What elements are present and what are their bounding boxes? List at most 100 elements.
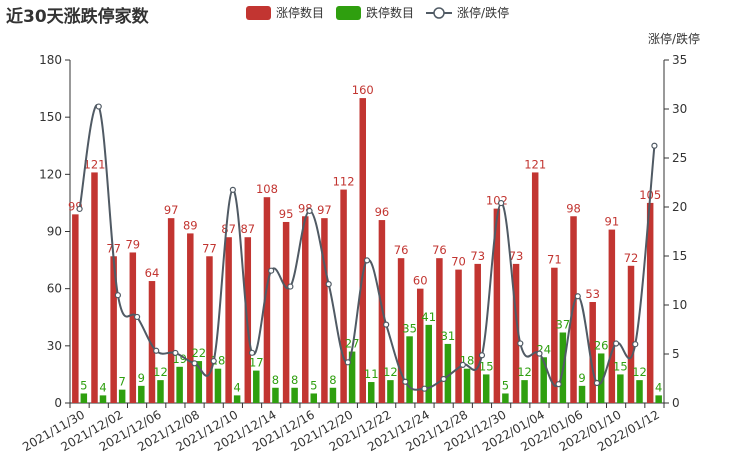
legend-item-limit-up[interactable]: 涨停数目 <box>246 4 324 21</box>
legend-label-ratio: 涨停/跌停 <box>457 6 510 20</box>
bar-limit-up <box>493 208 501 403</box>
bar-limit-up <box>436 258 443 403</box>
bar-limit-up <box>474 263 481 403</box>
ratio-point <box>574 293 581 300</box>
y-left-tick-label: 60 <box>47 282 62 296</box>
bar-limit-up <box>551 267 558 403</box>
bar-label-limit-down: 31 <box>441 329 456 343</box>
ratio-point <box>517 340 524 347</box>
legend-label-limit-up: 涨停数目 <box>276 6 325 20</box>
bar-label-limit-down: 9 <box>138 371 145 385</box>
bar-limit-down <box>540 357 547 403</box>
y-left-tick-label: 180 <box>39 53 62 67</box>
bar-limit-up <box>340 189 347 403</box>
bar-limit-up <box>91 172 98 403</box>
bar-limit-down <box>425 324 432 403</box>
ratio-point <box>651 142 658 149</box>
ratio-point <box>478 352 486 359</box>
legend-swatch-red <box>246 5 271 20</box>
bar-limit-down <box>521 380 528 403</box>
y-left-tick-label: 150 <box>39 110 62 124</box>
y-right-tick-label: 20 <box>672 200 687 214</box>
bar-label-limit-up: 121 <box>84 157 106 171</box>
bar-label-limit-up: 87 <box>240 222 255 236</box>
bar-limit-down <box>157 380 164 403</box>
ratio-point <box>498 199 505 207</box>
bar-label-limit-down: 8 <box>329 373 336 387</box>
bar-label-limit-down: 4 <box>99 380 106 394</box>
bar-label-limit-up: 70 <box>451 255 466 269</box>
bar-label-limit-down: 26 <box>594 338 609 352</box>
bar-label-limit-up: 53 <box>585 287 600 301</box>
bar-limit-down <box>138 385 145 403</box>
bar-label-limit-down: 41 <box>421 310 436 324</box>
bar-limit-up <box>397 258 405 403</box>
y-left-tick-label: 120 <box>39 167 62 181</box>
ratio-point <box>555 381 562 388</box>
bar-label-limit-down: 4 <box>655 380 662 394</box>
bar-label-limit-down: 22 <box>191 346 206 360</box>
bar-label-limit-up: 96 <box>375 205 390 219</box>
bar-label-limit-down: 12 <box>153 365 168 379</box>
bar-limit-down <box>578 385 586 403</box>
ratio-point <box>612 340 620 347</box>
ratio-point <box>536 350 543 357</box>
ratio-point <box>133 313 141 321</box>
bar-label-limit-up: 102 <box>486 194 508 208</box>
bar-label-limit-up: 89 <box>183 218 198 232</box>
bar-limit-down <box>176 366 183 403</box>
bar-label-limit-down: 12 <box>632 365 647 379</box>
bar-limit-up <box>263 197 271 403</box>
ratio-point <box>248 349 256 356</box>
bar-limit-down <box>310 393 318 403</box>
bar-label-limit-up: 72 <box>624 251 639 265</box>
bar-limit-down <box>444 343 452 403</box>
y-right-tick-label: 5 <box>672 347 680 361</box>
bar-limit-up <box>72 214 79 403</box>
ratio-point <box>95 103 102 110</box>
bar-label-limit-up: 97 <box>317 203 332 217</box>
bar-label-limit-down: 8 <box>291 373 298 387</box>
ratio-point <box>114 292 122 299</box>
chart-title: 近30天涨跌停家数 <box>6 7 149 27</box>
bar-label-limit-down: 8 <box>272 373 279 387</box>
ratio-point <box>191 360 198 367</box>
bar-label-limit-up: 71 <box>547 253 562 267</box>
bar-label-limit-down: 37 <box>556 317 571 331</box>
bar-limit-down <box>195 361 203 403</box>
ratio-line <box>78 103 656 391</box>
bar-limit-up <box>321 218 328 403</box>
bar-label-limit-down: 5 <box>80 378 87 392</box>
legend-item-ratio[interactable]: 涨停/跌停 <box>426 4 509 21</box>
ratio-point <box>383 321 390 328</box>
y-right-tick-label: 30 <box>672 102 687 116</box>
bar-limit-down <box>482 374 490 403</box>
bar-limit-up <box>531 172 539 403</box>
ratio-point <box>344 359 351 366</box>
legend: 涨停数目 跌停数目 涨停/跌停 <box>246 4 521 21</box>
bar-limit-down <box>272 387 279 403</box>
y-right-tick-label: 10 <box>672 298 687 312</box>
y-left-tick-label: 90 <box>47 225 62 239</box>
legend-item-limit-down[interactable]: 跌停数目 <box>336 4 414 21</box>
bar-label-limit-down: 4 <box>233 380 240 394</box>
ratio-point <box>363 257 371 264</box>
bar-label-limit-up: 76 <box>432 243 447 257</box>
bar-label-limit-down: 15 <box>613 359 628 373</box>
bar-limit-down <box>80 393 88 403</box>
y-right-tick-label: 35 <box>672 53 687 67</box>
bar-label-limit-down: 15 <box>479 359 494 373</box>
bar-label-limit-down: 17 <box>249 356 264 370</box>
bar-label-limit-up: 77 <box>202 241 217 255</box>
bar-label-limit-down: 7 <box>118 375 125 389</box>
bar-limit-up <box>416 288 424 403</box>
y-left-tick-label: 0 <box>54 396 62 410</box>
legend-label-limit-down: 跌停数目 <box>366 6 415 20</box>
bar-label-limit-up: 79 <box>125 237 140 251</box>
bar-limit-up <box>302 216 309 403</box>
bar-limit-up <box>359 98 366 403</box>
ratio-point <box>172 349 179 357</box>
bar-limit-down <box>368 382 375 403</box>
legend-line-circle-icon <box>426 6 453 19</box>
bar-label-limit-down: 11 <box>364 367 379 381</box>
